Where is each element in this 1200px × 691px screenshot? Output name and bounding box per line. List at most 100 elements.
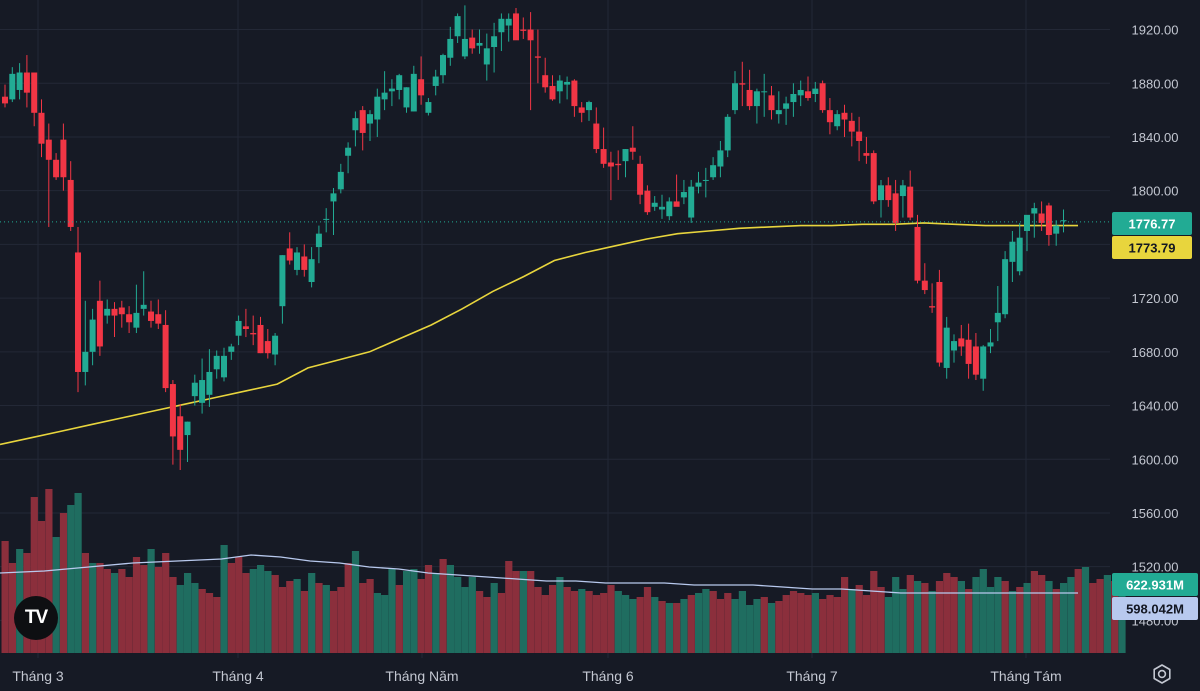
candle-body: [1038, 213, 1045, 223]
volume-bar: [454, 577, 462, 653]
y-axis[interactable]: 1920.001880.001840.001800.001760.001720.…: [1132, 23, 1179, 629]
volume-bar: [162, 553, 170, 653]
candle-body: [841, 112, 848, 120]
volume-bar: [899, 589, 907, 653]
candle-body: [191, 382, 198, 397]
candle-body: [169, 384, 176, 437]
candle-body: [374, 96, 381, 120]
volume-bar: [322, 585, 330, 653]
volume-bar: [1008, 591, 1017, 653]
volume-bar: [768, 603, 776, 653]
candle-body: [805, 91, 811, 99]
candle-body: [863, 153, 870, 156]
volume-bar: [293, 579, 301, 653]
candle-body: [578, 107, 585, 113]
volume-bar: [410, 569, 418, 653]
candle-body: [527, 29, 534, 41]
candle-body: [454, 16, 461, 37]
candle-body: [440, 55, 446, 76]
candle-body: [148, 311, 154, 321]
volume-bar: [527, 571, 535, 653]
candle-body: [549, 85, 556, 100]
volume-bar: [687, 595, 695, 653]
volume-bar: [278, 587, 287, 653]
volume-bar: [235, 557, 243, 653]
volume-bar: [979, 569, 987, 653]
x-tick-label: Tháng 4: [212, 668, 264, 684]
volume-bar: [1038, 575, 1046, 653]
volume-bar: [702, 589, 710, 653]
candle-body: [637, 163, 644, 195]
volume-bar: [96, 563, 104, 653]
volume-bar: [81, 553, 89, 653]
moving-average-line: [0, 222, 1078, 446]
volume-bar: [483, 597, 491, 653]
candle-body: [695, 182, 702, 187]
volume-bar: [724, 593, 732, 653]
volume-bar: [373, 593, 381, 653]
volume-bar: [629, 599, 637, 653]
volume-bar: [782, 595, 790, 653]
gear-icon[interactable]: [1151, 663, 1173, 685]
candle-body: [717, 150, 724, 167]
candle-body: [1060, 220, 1067, 222]
candle-body: [761, 91, 768, 93]
volume-bar: [132, 557, 141, 653]
volume-bar: [614, 591, 622, 653]
candle-body: [345, 147, 352, 156]
candle-body: [155, 314, 162, 324]
volume-bar: [1045, 581, 1053, 653]
volume-bar: [592, 595, 600, 653]
candle-body: [184, 421, 191, 436]
candle-body: [586, 102, 592, 111]
candle-body: [929, 306, 936, 308]
volume-bar: [753, 599, 761, 653]
volume-bar: [914, 581, 922, 653]
volume-bar: [841, 577, 849, 653]
volume-bar: [154, 567, 162, 653]
candle-body: [126, 314, 133, 323]
candle-body: [644, 190, 651, 213]
candle-body: [235, 320, 242, 336]
volume-bar: [249, 569, 257, 653]
volume-bar: [227, 563, 235, 653]
volume-bar: [1060, 583, 1068, 653]
y-tick-label: 1840.00: [1132, 130, 1179, 145]
candle-body: [352, 118, 359, 131]
candle-body: [213, 355, 220, 370]
candle-body: [16, 72, 23, 90]
volume-bar: [549, 585, 557, 653]
volume-bar: [957, 581, 965, 653]
volume-bar: [1001, 581, 1009, 653]
volume-bar: [388, 569, 396, 653]
volume-bar: [461, 587, 469, 653]
volume-bar: [695, 593, 703, 653]
volume-bar: [833, 597, 841, 653]
candle-body: [133, 312, 140, 328]
volume-bar: [242, 573, 250, 653]
volume-bar: [665, 603, 673, 653]
candle-body: [1053, 225, 1060, 234]
candle-body: [272, 335, 279, 355]
volume-bar: [359, 583, 367, 653]
volume-bar: [819, 599, 827, 653]
volume-bar: [1030, 571, 1038, 653]
tradingview-logo[interactable]: TV: [14, 596, 58, 640]
volume-bar: [731, 599, 739, 653]
volume-tag: [1112, 573, 1198, 596]
x-tick-label: Tháng 7: [786, 668, 838, 684]
candle-body: [848, 120, 855, 132]
candle-body: [775, 110, 782, 115]
volume-bar: [344, 563, 352, 653]
x-tick-label: Tháng 3: [12, 668, 64, 684]
candle-body: [476, 42, 483, 46]
volume-bar: [643, 587, 652, 653]
volume-bar: [519, 571, 527, 653]
candle-body: [1016, 237, 1023, 272]
volume-bar: [658, 601, 666, 653]
x-axis[interactable]: Tháng 3 Tháng 4 Tháng Năm Tháng 6 Tháng 7 Thá…: [12, 668, 1061, 684]
x-tick-label: Tháng Năm: [385, 668, 458, 684]
volume-bar: [118, 569, 126, 653]
candle-body: [607, 162, 614, 167]
